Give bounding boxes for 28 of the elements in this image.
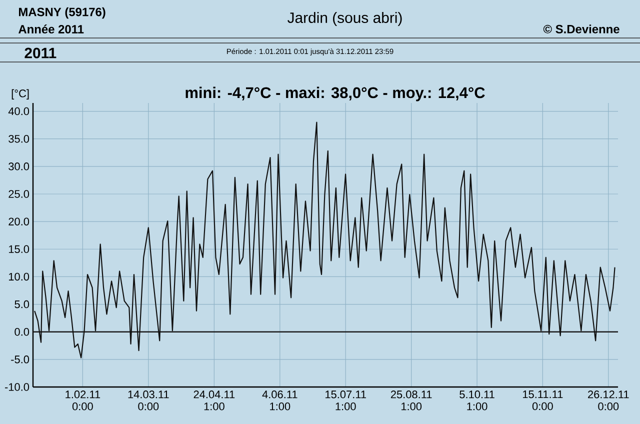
y-tick-label: 0.0 [14,328,30,336]
y-tick-label: 35.0 [8,134,30,143]
x-tick-label: 15.07.11 1:00 [326,390,366,410]
text: © S.Devienne [543,24,620,34]
x-tick-label: 24.04.11 1:00 [194,390,235,410]
y-tick-label: 10.0 [8,272,30,281]
y-tick-label: 25.0 [8,190,30,198]
y-tick-label: 20.0 [8,218,30,226]
y-tick-label: 15.0 [8,245,30,254]
chart-title: Jardin (sous abri) [288,12,402,26]
y-axis-title: [°C] [12,89,29,100]
y-tick-label: -10.0 [4,383,30,391]
x-tick-label: 25.08.11 1:00 [390,390,432,410]
y-tick-label: 30.0 [8,162,30,170]
text: mini: -4,7°C - maxi: 38,0°C - moy.: 12,4°C [186,86,485,102]
x-tick-label: 14.03.11 0:00 [128,390,169,410]
y-tick-label: 5.0 [14,300,30,308]
text: Année 2011 [18,24,84,34]
y-tick-label: -5.0 [11,356,30,364]
text: MASNY (59176) [19,7,106,19]
x-tick-label: 1.02.11 0:00 [66,390,100,410]
y-tick-label: 40.0 [8,107,30,116]
text: 2011 [24,48,56,58]
x-tick-label: 5.10.11 1:00 [460,390,494,410]
x-tick-label: 15.11.11 0:00 [522,390,563,410]
line-series [34,122,616,358]
x-tick-label: 26.12.11 0:00 [588,390,629,410]
x-tick-label: 4.06.11 1:00 [262,390,298,410]
